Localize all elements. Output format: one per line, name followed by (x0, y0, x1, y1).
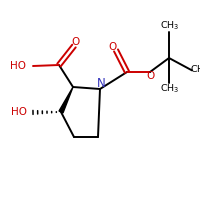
Polygon shape (59, 87, 73, 113)
Text: CH$_3$: CH$_3$ (160, 20, 179, 32)
Text: CH$_3$: CH$_3$ (190, 64, 200, 76)
Text: HO: HO (11, 107, 27, 117)
Text: N: N (97, 77, 106, 90)
Text: HO: HO (10, 61, 26, 71)
Text: O: O (72, 37, 80, 47)
Text: O: O (146, 71, 155, 81)
Text: CH$_3$: CH$_3$ (160, 83, 179, 95)
Text: O: O (108, 42, 117, 52)
